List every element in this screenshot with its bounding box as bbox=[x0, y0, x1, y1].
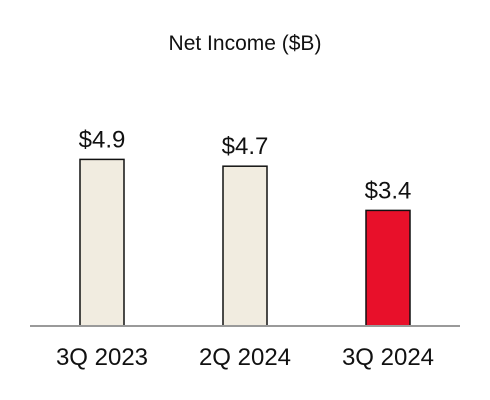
bar-3q-2024 bbox=[365, 209, 411, 327]
x-tick-label-group: 3Q 2023 2Q 2024 3Q 2024 bbox=[56, 344, 434, 371]
bar-2q-2024 bbox=[222, 165, 268, 327]
x-tick-label: 3Q 2023 bbox=[56, 344, 148, 371]
chart-title: Net Income ($B) bbox=[169, 32, 322, 55]
x-tick-label: 3Q 2024 bbox=[342, 344, 434, 371]
bar-group bbox=[79, 158, 411, 327]
data-label: $4.9 bbox=[79, 126, 126, 153]
bar-3q-2023 bbox=[79, 158, 125, 327]
x-tick-label: 2Q 2024 bbox=[199, 344, 291, 371]
data-label-group: $4.9 $4.7 $3.4 bbox=[79, 126, 412, 204]
data-label: $4.7 bbox=[222, 133, 269, 160]
data-label: $3.4 bbox=[365, 177, 412, 204]
